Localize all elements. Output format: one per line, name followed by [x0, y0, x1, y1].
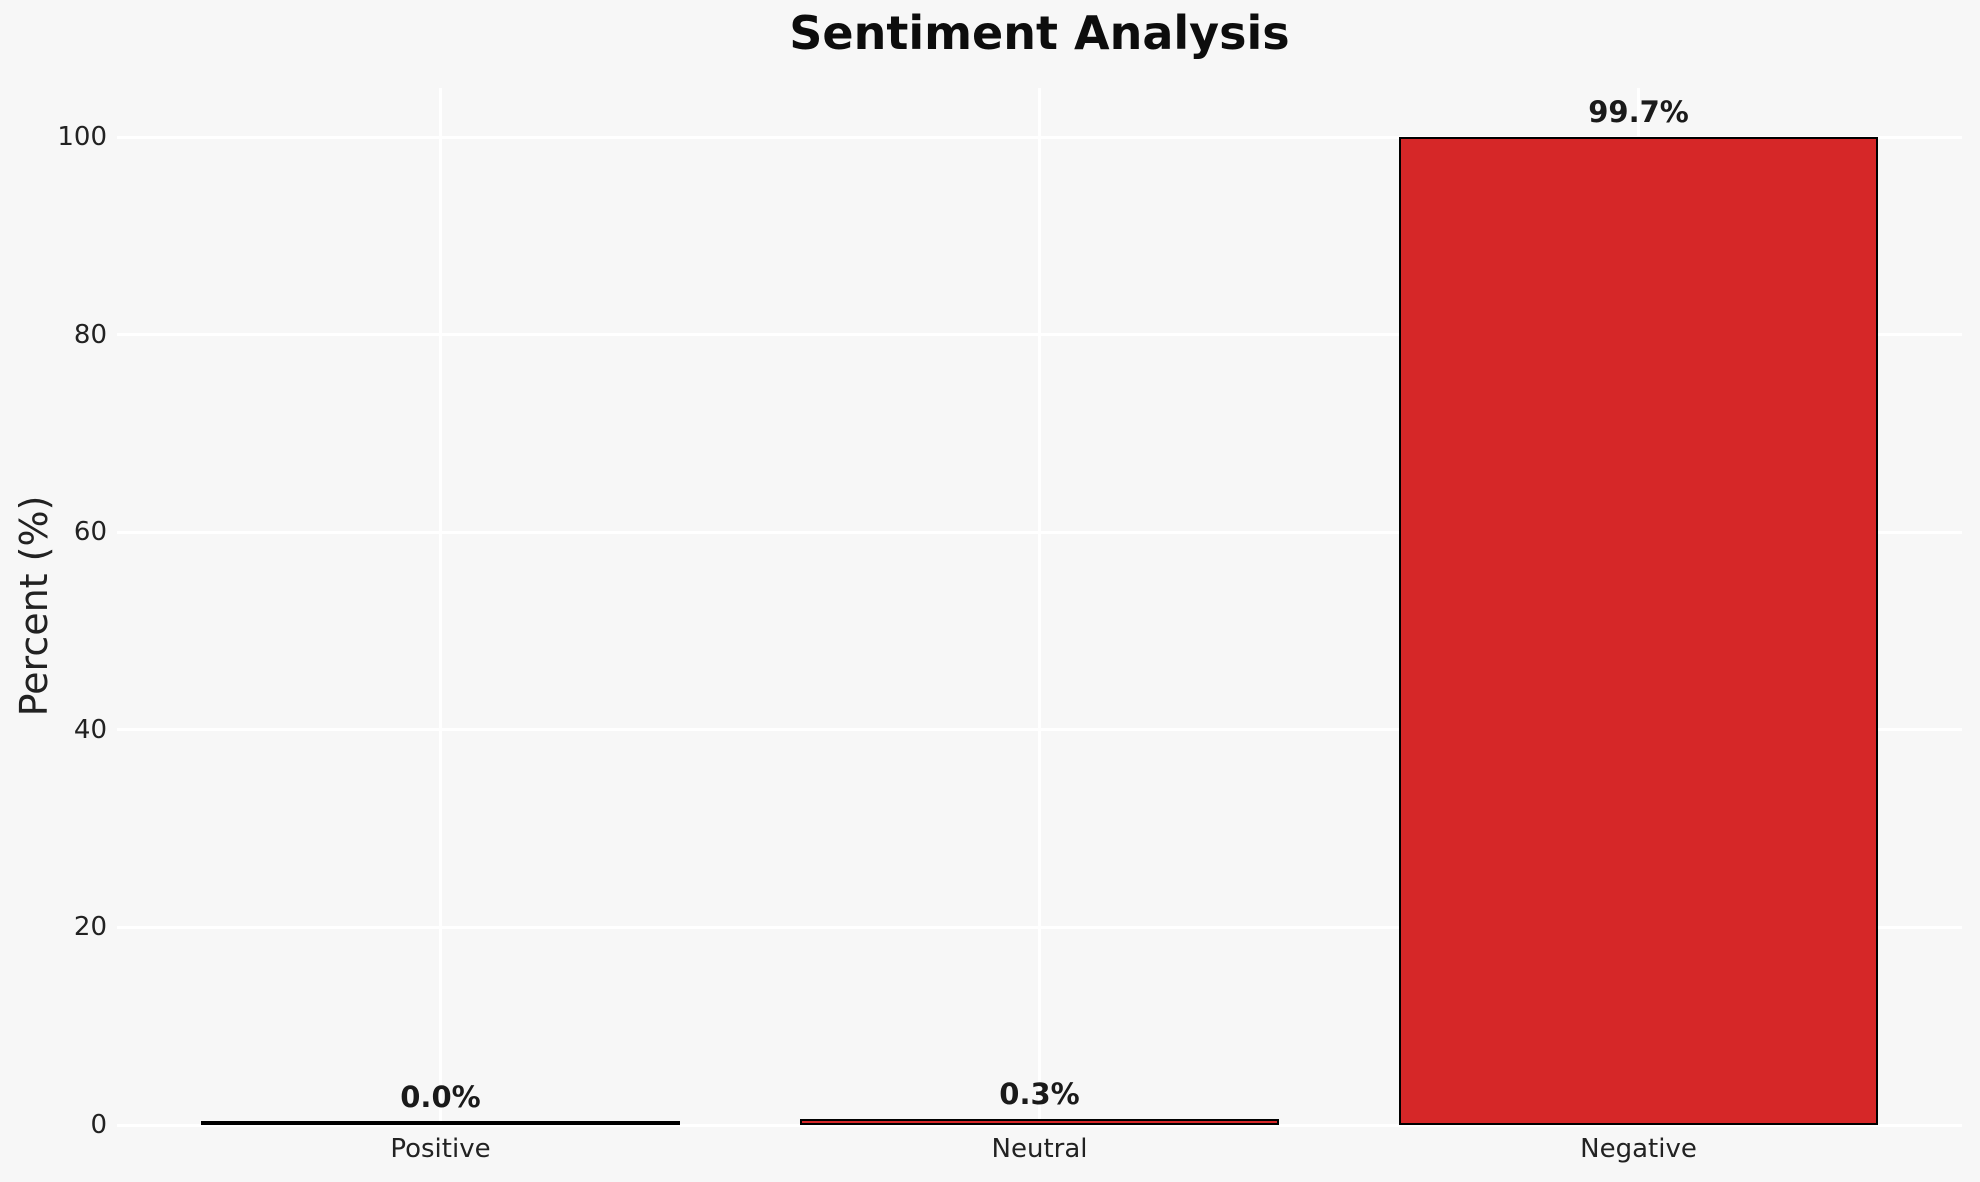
x-tick-label: Negative [1580, 1134, 1697, 1164]
bar-neutral [800, 1119, 1279, 1125]
value-label: 0.3% [999, 1077, 1080, 1111]
bar-negative [1399, 137, 1878, 1125]
y-tick-label: 100 [57, 122, 107, 153]
v-gridline [438, 88, 442, 1125]
value-label: 99.7% [1588, 95, 1689, 129]
y-tick-label: 60 [73, 517, 107, 548]
x-tick-label: Neutral [991, 1134, 1088, 1164]
y-tick-label: 20 [73, 912, 107, 943]
chart-title: Sentiment Analysis [789, 6, 1290, 60]
h-gridline [117, 1123, 1962, 1127]
x-tick-label: Positive [390, 1134, 491, 1164]
v-gridline [1038, 88, 1041, 1125]
y-tick-label: 80 [73, 319, 107, 350]
bar-positive [201, 1121, 680, 1125]
value-label: 0.0% [400, 1080, 481, 1114]
y-tick-label: 40 [73, 714, 107, 745]
y-tick-label: 0 [90, 1110, 107, 1140]
